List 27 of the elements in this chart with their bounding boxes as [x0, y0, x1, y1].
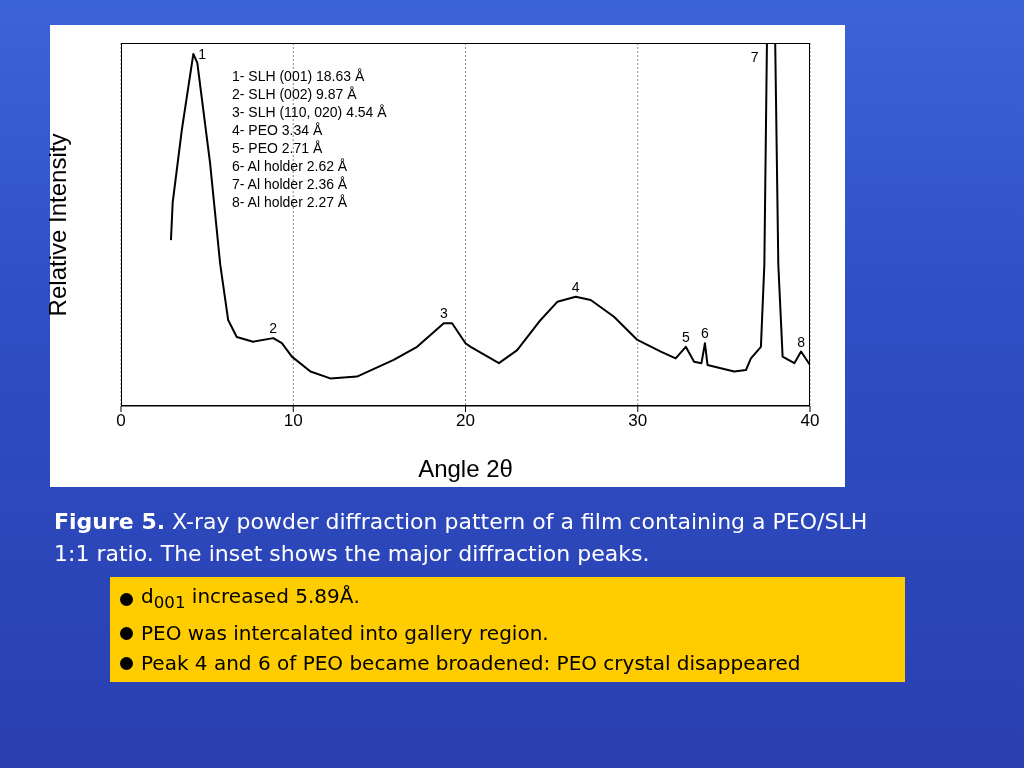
- x-axis-title: Angle 2θ: [418, 455, 513, 482]
- text: d$_{001}$ increased 5.89Å.: [141, 583, 360, 614]
- annotation: 7: [750, 49, 759, 66]
- annotation: 3: [439, 305, 448, 322]
- annotation: 8: [797, 333, 806, 350]
- text: Peak 4 and 6 of PEO became broadened: PEO crystal disappeared: [141, 650, 801, 677]
- annotation: 8- Al holder 2.27 Å: [232, 193, 349, 211]
- x-tick-label: 0: [116, 411, 126, 431]
- annotation: 1- SLH (001) 18.63 Å: [232, 67, 366, 85]
- x-tick-label: 20: [456, 411, 475, 431]
- annotation: 5: [681, 328, 690, 345]
- text: PEO was intercalated into gallery region.: [141, 620, 549, 647]
- annotation: 2- SLH (002) 9.87 Å: [232, 85, 358, 103]
- x-tick-label: 40: [800, 411, 820, 431]
- y-axis-title: Relative Intensity: [44, 133, 72, 316]
- annotation: 4- PEO 3.34 Å: [232, 121, 324, 139]
- annotation: 1: [198, 45, 207, 62]
- annotation: 4: [571, 278, 580, 295]
- x-tick-label: 10: [283, 411, 303, 431]
- caption: Figure 5. X-ray powder diffraction pattern of a film containing a PEO/SLH 1:1 ratio. The inset shows the major diffraction peaks.: [54, 508, 869, 568]
- x-tick-label: 30: [628, 411, 648, 431]
- annotation: 6: [701, 325, 710, 342]
- annotation: 5- PEO 2.71 Å: [232, 139, 324, 157]
- annotation: 7- Al holder 2.36 Å: [232, 175, 349, 193]
- annotation: 3- SLH (110, 020) 4.54 Å: [232, 103, 387, 121]
- annotation: 2: [269, 320, 278, 337]
- annotation: 6- Al holder 2.62 Å: [232, 157, 349, 175]
